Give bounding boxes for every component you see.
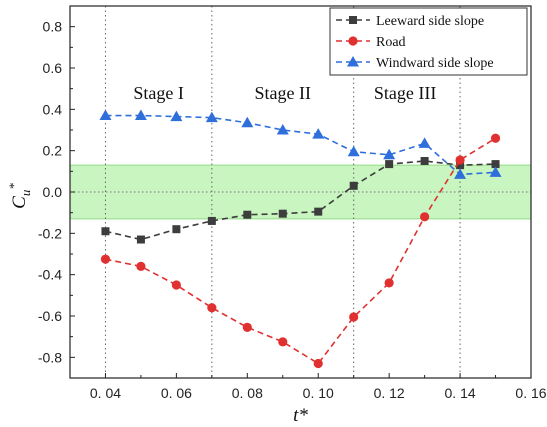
data-point bbox=[207, 216, 216, 225]
y-tick-label: 0.8 bbox=[43, 19, 63, 35]
data-point bbox=[243, 210, 252, 219]
x-tick-label: 0. 04 bbox=[90, 385, 121, 401]
data-point bbox=[278, 337, 288, 347]
stage-label: Stage II bbox=[255, 83, 311, 103]
legend-marker bbox=[348, 36, 358, 46]
data-point bbox=[136, 235, 145, 244]
y-axis-title: Cu* bbox=[6, 183, 33, 209]
data-point bbox=[99, 109, 112, 121]
y-tick-label: 0.4 bbox=[43, 101, 63, 117]
y-axis-title-sup: * bbox=[6, 183, 21, 190]
legend-label: Leeward side slope bbox=[376, 14, 484, 29]
data-point bbox=[490, 133, 501, 143]
data-point bbox=[347, 145, 360, 157]
data-point bbox=[383, 148, 396, 160]
data-point bbox=[313, 358, 323, 369]
legend-item: Windward side slope bbox=[336, 56, 494, 71]
data-point bbox=[207, 303, 217, 313]
y-tick-label: 0.6 bbox=[43, 60, 63, 76]
y-tick-label: 0.2 bbox=[43, 143, 63, 159]
x-axis-title: t* bbox=[293, 405, 308, 426]
y-tick-label: 0.0 bbox=[43, 184, 63, 200]
y-tick-label: -0.6 bbox=[38, 308, 62, 324]
data-point bbox=[384, 278, 394, 288]
data-point bbox=[205, 111, 218, 123]
legend-item: Leeward side slope bbox=[336, 14, 484, 29]
x-tick-label: 0. 16 bbox=[515, 385, 546, 401]
data-point bbox=[418, 137, 431, 148]
data-point bbox=[172, 225, 181, 234]
legend-marker bbox=[347, 56, 359, 67]
x-tick-label: 0. 08 bbox=[232, 385, 263, 401]
data-point bbox=[241, 116, 254, 128]
data-point bbox=[136, 261, 146, 271]
data-point bbox=[456, 161, 465, 170]
data-point bbox=[100, 254, 111, 264]
series-group bbox=[99, 109, 502, 179]
series-group bbox=[100, 133, 501, 369]
stage-label: Stage I bbox=[133, 83, 183, 103]
legend-marker bbox=[349, 16, 357, 24]
series-group bbox=[101, 157, 500, 244]
series-line bbox=[105, 160, 496, 241]
data-point bbox=[276, 124, 289, 135]
data-point bbox=[134, 109, 147, 121]
data-point bbox=[489, 166, 502, 177]
data-point bbox=[314, 207, 323, 216]
data-point bbox=[312, 128, 325, 139]
plot-frame bbox=[69, 5, 532, 379]
data-point bbox=[349, 312, 359, 322]
x-tick-label: 0. 10 bbox=[303, 385, 334, 401]
legend-label: Road bbox=[376, 35, 406, 50]
stage-label: Stage III bbox=[374, 83, 436, 103]
data-point bbox=[101, 227, 110, 236]
data-point bbox=[170, 110, 183, 122]
data-point bbox=[385, 160, 394, 169]
data-point bbox=[420, 212, 430, 222]
series-line bbox=[105, 137, 496, 365]
y-axis-title-main: C bbox=[9, 196, 30, 209]
x-tick-label: 0. 14 bbox=[445, 385, 476, 401]
data-point bbox=[454, 168, 467, 179]
data-point bbox=[278, 209, 287, 218]
y-tick-label: -0.4 bbox=[38, 267, 62, 283]
legend-label: Windward side slope bbox=[376, 56, 494, 71]
legend-box bbox=[329, 7, 528, 76]
y-tick-label: -0.8 bbox=[38, 349, 62, 365]
x-tick-label: 0. 06 bbox=[161, 385, 192, 401]
y-tick-label: -0.2 bbox=[38, 225, 62, 241]
data-point bbox=[242, 322, 252, 332]
legend-item: Road bbox=[336, 35, 406, 50]
data-point bbox=[420, 157, 429, 165]
data-point bbox=[349, 181, 358, 190]
data-point bbox=[491, 160, 500, 169]
series-line bbox=[105, 114, 496, 176]
data-point bbox=[455, 155, 465, 165]
data-point bbox=[171, 280, 181, 290]
y-axis-title-sub: u bbox=[18, 189, 33, 196]
x-tick-label: 0. 12 bbox=[374, 385, 405, 401]
